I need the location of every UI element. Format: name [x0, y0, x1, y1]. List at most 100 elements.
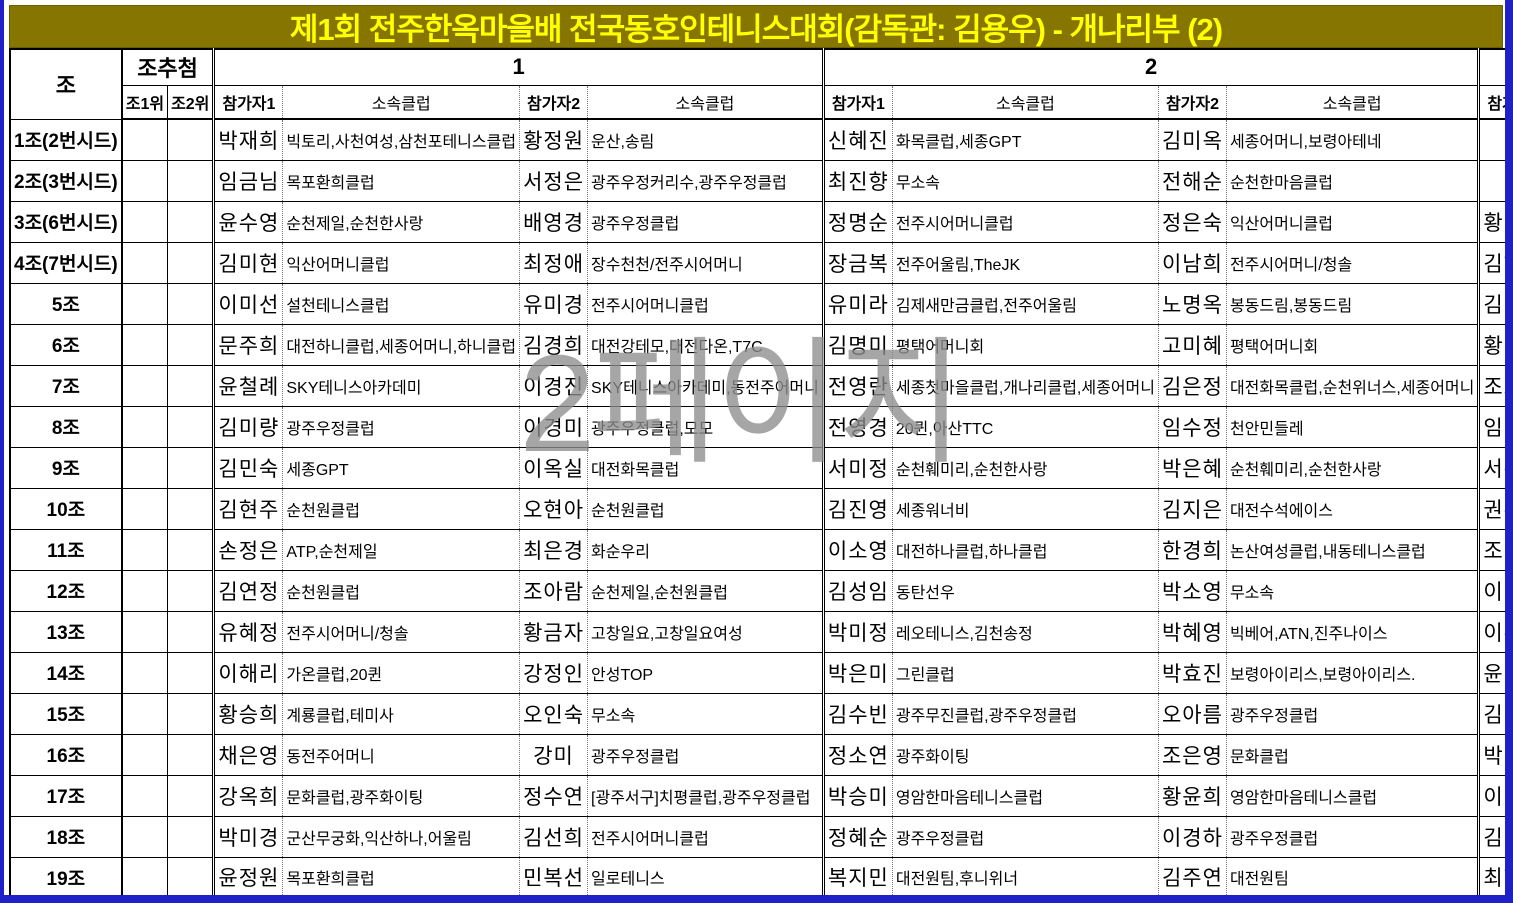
participant2-club: 전주시어머니클럽 [587, 816, 825, 858]
draw-first-cell [121, 775, 169, 817]
draw-first-cell [121, 365, 169, 407]
participant1-club: 대전하나클럽,하나클럽 [892, 529, 1159, 571]
participant1-club: 광주화이팅 [892, 734, 1159, 776]
participant1-name: 김민아 [1478, 816, 1505, 858]
participant1-name: 김현주 [213, 488, 284, 530]
section1-header: 1 [213, 49, 825, 86]
participant1-name: 박재희 [213, 119, 284, 161]
participant2-club: 문화클럽 [1226, 734, 1481, 776]
participant2-name: 최은경 [519, 529, 589, 571]
participant1-name: 이나영 [1478, 775, 1505, 817]
participant1-name: 이수경 [1478, 611, 1505, 653]
participant1-name: 김혜선 [1478, 242, 1505, 284]
participant1-club: 순천제일,순천한사랑 [282, 201, 521, 243]
participant1-name: 이민영 [1478, 570, 1505, 612]
header-row-1: 조 조추첨 1 2 3 경기장 [10, 49, 1505, 120]
participant1-club: 전주시어머니클럽 [892, 201, 1159, 243]
participant2-name: 박소영 [1158, 570, 1227, 612]
participant2-club: 빅베어,ATN,진주나이스 [1226, 611, 1481, 653]
draw-first-cell [121, 570, 169, 612]
participant1-name: 박은미 [823, 652, 893, 694]
participant2-name: 이옥실 [519, 447, 589, 489]
participant2-club: 세종어머니,보령아테네 [1226, 119, 1481, 161]
participant2-club: 봉동드림,봉동드림 [1226, 283, 1481, 325]
section2-header: 2 [823, 49, 1481, 86]
table-row: 3조(6번시드) 윤수영 순천제일,순천한사랑 배영경 광주우정클럽 정명순 전… [10, 201, 1505, 243]
club-header: 소속클럽 [1226, 85, 1481, 120]
participant2-name: 이남희 [1158, 242, 1227, 284]
participant1-name: 김연정 [213, 570, 284, 612]
participant2-club: 무소속 [1226, 570, 1481, 612]
participant1-name: 정소연 [823, 734, 893, 776]
draw-second-cell [167, 365, 216, 407]
participant2-club: [광주서구]치평클럽,광주우정클럽 [587, 775, 825, 817]
table-row: 9조 김민숙 세종GPT 이옥실 대전화목클럽 서미정 순천훼미리,순천한사랑 … [10, 447, 1505, 489]
draw-second-cell [167, 283, 216, 325]
participant2-club: 대전원팀 [1226, 857, 1481, 895]
participant1-club: 영암한마음테니스클럽 [892, 775, 1159, 817]
participant2-club: 운산,송림 [587, 119, 825, 161]
participant1-name: 최현실 [1478, 857, 1505, 895]
club-header: 소속클럽 [892, 85, 1159, 120]
participant1-club: 계룡클럽,테미사 [282, 693, 521, 735]
participant2-club: 무소속 [587, 693, 825, 735]
participant1-name: 신혜진 [823, 119, 893, 161]
page-title: 제1회 전주한옥마을배 전국동호인테니스대회(감독관: 김용우) - 개나리부 … [9, 5, 1503, 48]
participant1-name: 서은선 [1478, 447, 1505, 489]
participant2-name: 오현아 [519, 488, 589, 530]
participant1-club: 목포환희클럽 [282, 160, 521, 202]
draw-first-cell [121, 447, 169, 489]
draw-first-cell [121, 488, 169, 530]
group-label: 4조(7번시드) [10, 242, 123, 284]
draw-second-header: 조2위 [167, 85, 216, 120]
table-body: 1조(2번시드) 박재희 빅토리,사천여성,삼천포테니스클럽 황정원 운산,송림… [10, 119, 1505, 895]
participant1-name: 김미량 [213, 406, 284, 448]
participant2-name: 임수정 [1158, 406, 1227, 448]
draw-first-cell [121, 242, 169, 284]
participant1-name: 박선주 [1478, 734, 1505, 776]
group-label: 19조 [10, 857, 123, 895]
participant2-header: 참가자2 [519, 85, 589, 120]
participant2-name: 김주연 [1158, 857, 1227, 895]
participant1-name: 박승미 [823, 775, 893, 817]
participant1-club: 세종첫마을클럽,개나리클럽,세종어머니 [892, 365, 1159, 407]
participant1-club: 전주어울림,TheJK [892, 242, 1159, 284]
participant2-club: 보령아이리스,보령아이리스. [1226, 652, 1481, 694]
draw-second-cell [167, 652, 216, 694]
draw-first-cell [121, 406, 169, 448]
participant1-club: 가온클럽,20퀸 [282, 652, 521, 694]
group-label: 3조(6번시드) [10, 201, 123, 243]
participant2-club: 일로테니스 [587, 857, 825, 895]
participant1-name: 이해리 [213, 652, 284, 694]
section3-header: 3 [1478, 49, 1505, 86]
draw-first-cell [121, 611, 169, 653]
draw-second-cell [167, 201, 216, 243]
participant2-club: 영암한마음테니스클럽 [1226, 775, 1481, 817]
participant1-club: 김제새만금클럽,전주어울림 [892, 283, 1159, 325]
participant2-name: 김은정 [1158, 365, 1227, 407]
participant1-club: 화목클럽,세종GPT [892, 119, 1159, 161]
participant1-name: 유혜정 [213, 611, 284, 653]
participant1-club: 문화클럽,광주화이팅 [282, 775, 521, 817]
participant1-header: 참가자1 [823, 85, 893, 120]
participant2-club: 대전화목클럽,순천위너스,세종어머니 [1226, 365, 1481, 407]
group-label: 1조(2번시드) [10, 119, 123, 161]
draw-second-cell [167, 242, 216, 284]
participant2-club: 평택어머니회 [1226, 324, 1481, 366]
participant2-club: 광주우정클럽 [587, 201, 825, 243]
participant2-club: 대전화목클럽 [587, 447, 825, 489]
participant2-name: 정수연 [519, 775, 589, 817]
draw-first-cell [121, 816, 169, 858]
group-label: 12조 [10, 570, 123, 612]
participant2-club: 안성TOP [587, 652, 825, 694]
table-row: 10조 김현주 순천원클럽 오현아 순천원클럽 김진영 세종워너비 김지은 대전… [10, 488, 1505, 530]
participant2-name: 전해순 [1158, 160, 1227, 202]
group-label: 2조(3번시드) [10, 160, 123, 202]
participant1-name: 복지민 [823, 857, 893, 895]
participant2-name: 민복선 [519, 857, 589, 895]
participant2-name: 박효진 [1158, 652, 1227, 694]
participant1-name: 김미현 [213, 242, 284, 284]
participant1-name: 김지연 [1478, 693, 1505, 735]
draw-second-cell [167, 775, 216, 817]
